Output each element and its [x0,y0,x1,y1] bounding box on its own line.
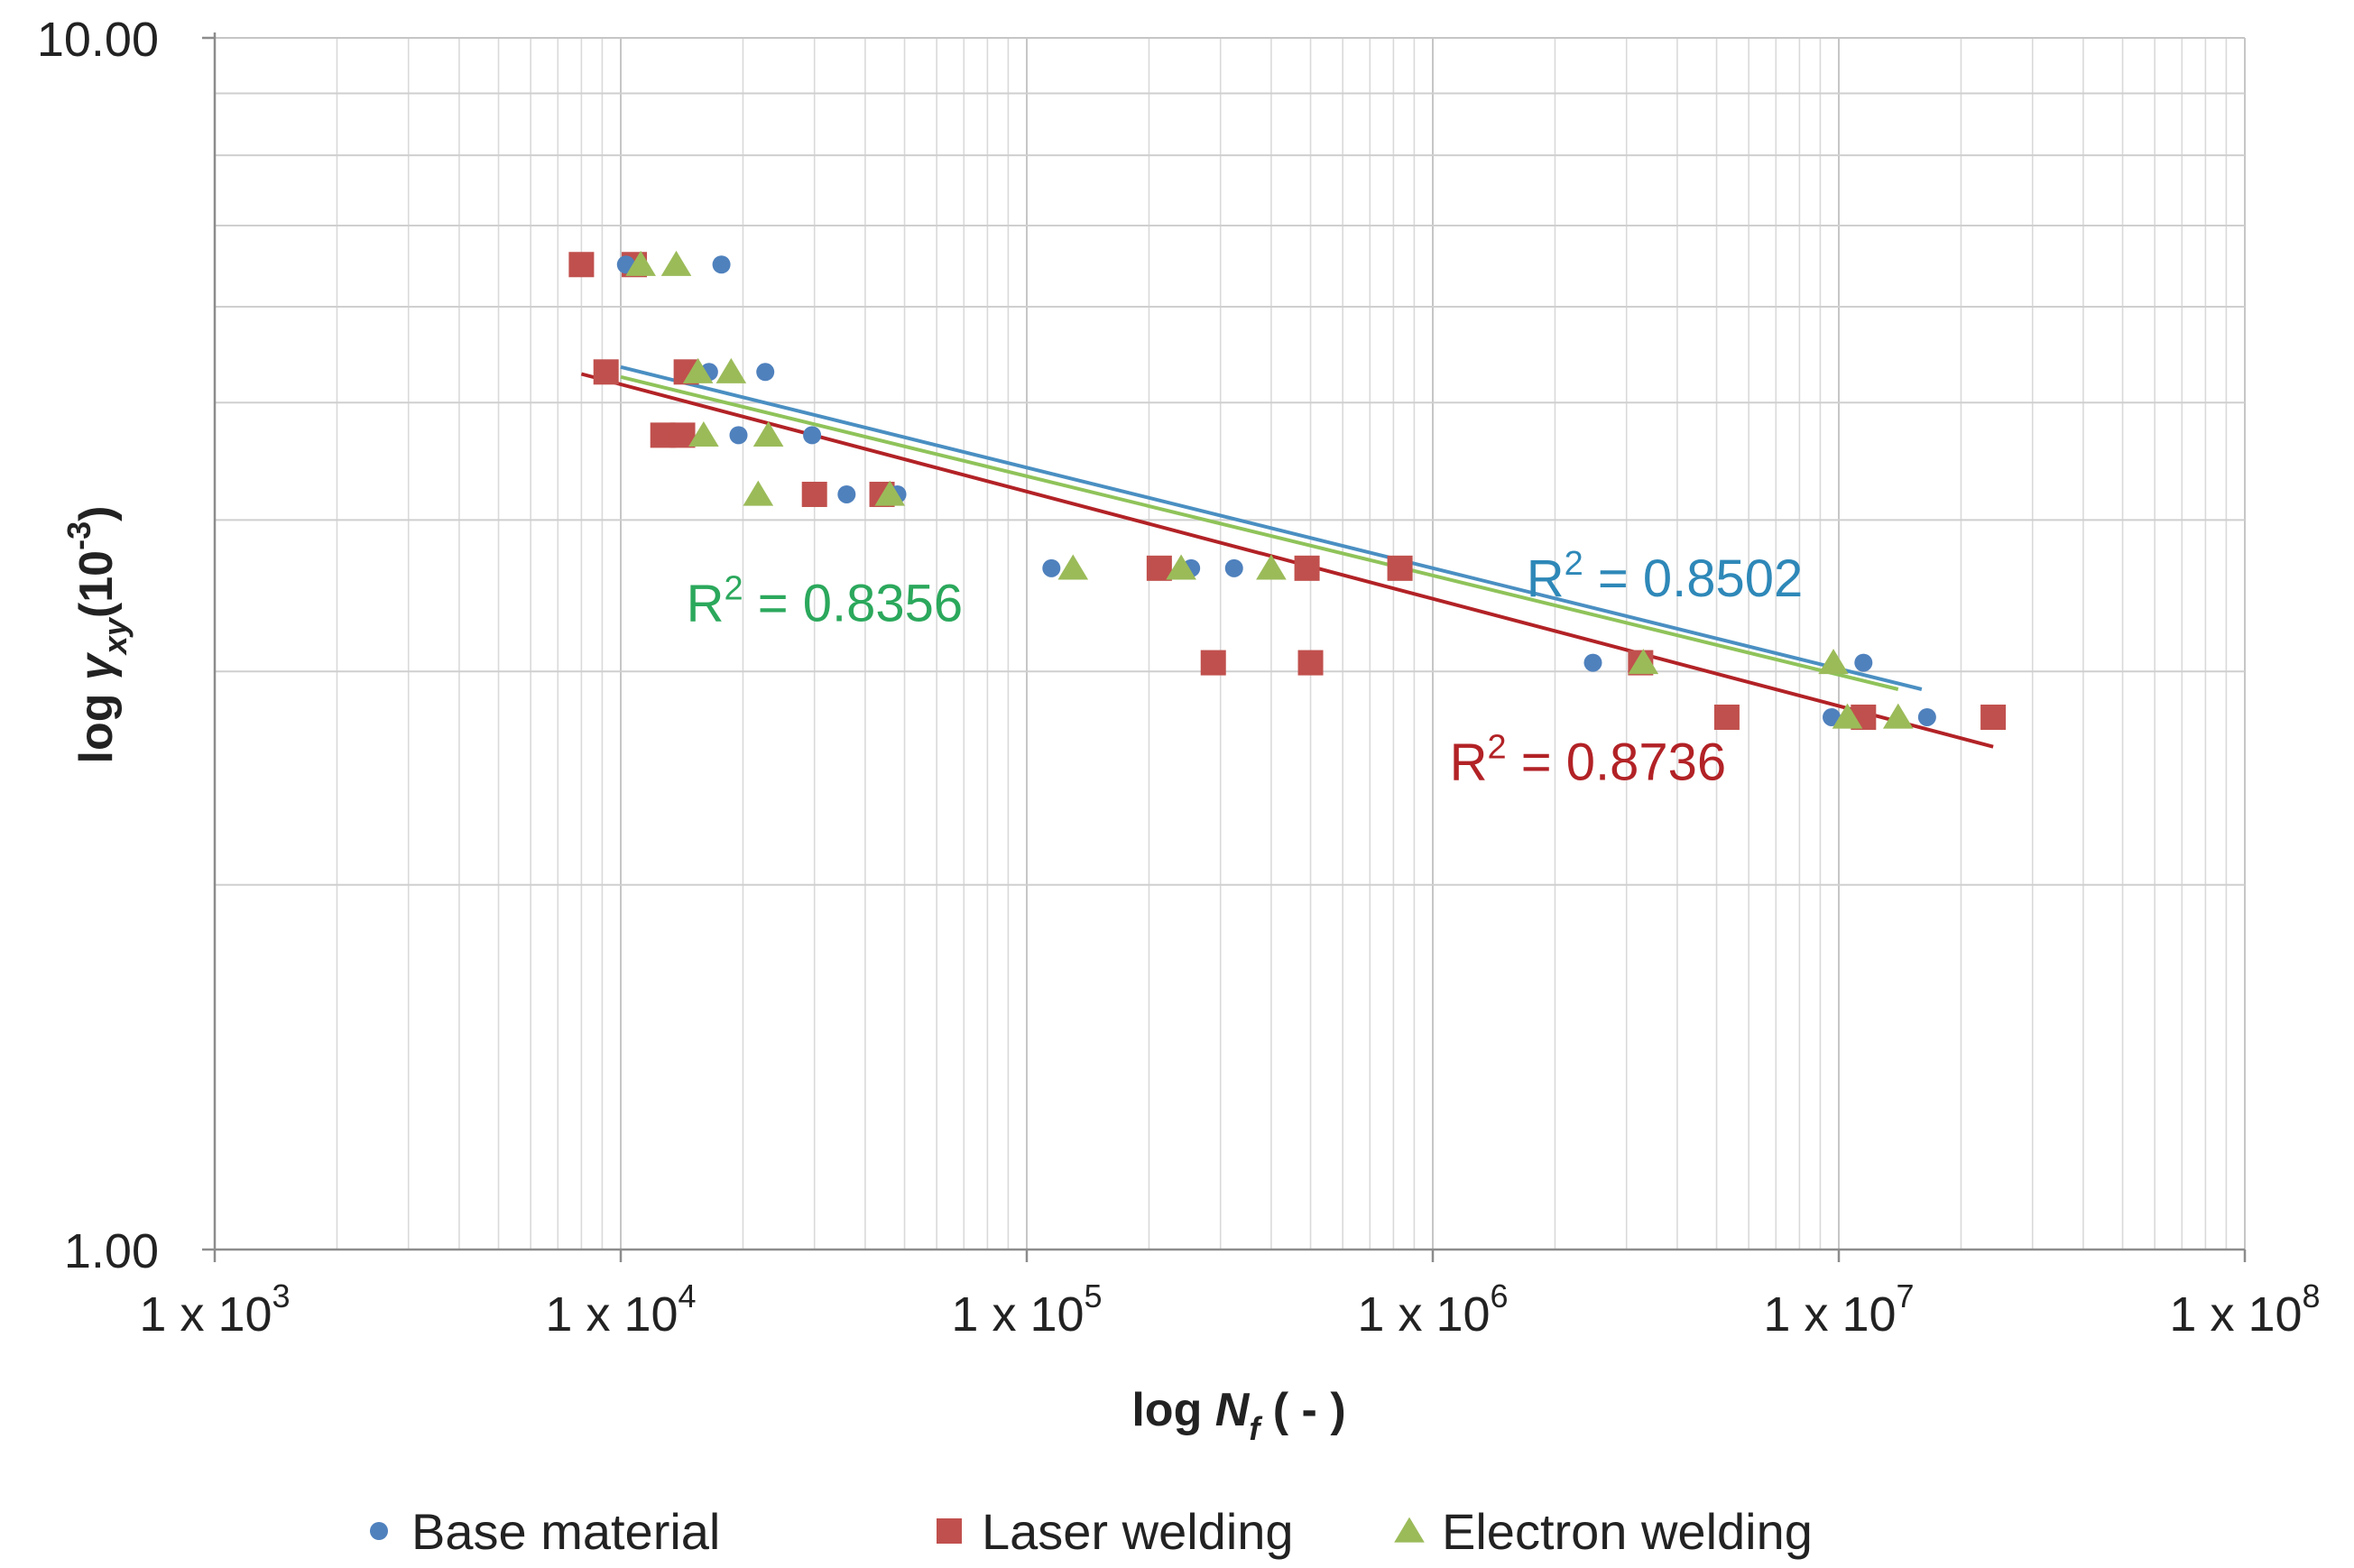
data-point-base-material [1854,653,1873,672]
grid [214,37,2246,1250]
data-point-laser-welding [593,359,619,385]
x-tick-label: 1 x 105 [951,1277,1102,1342]
x-tick-exponent: 7 [1897,1277,1915,1314]
data-point-base-material [837,484,856,503]
x-tick-label: 1 x 108 [2169,1277,2320,1342]
y-axis-title-symbol: γ [70,651,123,680]
data-point-base-material [756,363,775,382]
data-point-base-material [1583,653,1602,672]
axes [202,32,2247,1262]
data-points [568,250,2007,730]
r-squared-exponent: 2 [725,570,743,608]
data-point-electron-welding [1832,703,1863,729]
x-axis-title-subscript: f [1249,1410,1262,1447]
r-squared-exponent: 2 [1565,545,1583,583]
data-point-base-material [1042,558,1061,577]
data-point-electron-welding [625,250,656,276]
y-tick-label: 10.00 [37,13,159,67]
data-point-laser-welding [1387,555,1413,581]
r-squared-base: R [1450,733,1488,792]
data-point-electron-welding [715,357,747,383]
x-tick-label: 1 x 104 [545,1277,696,1342]
data-point-laser-welding [1294,555,1320,581]
legend-label-base-material: Base material [411,1503,720,1560]
x-tick-base: 1 x 10 [139,1287,272,1342]
x-tick-exponent: 5 [1085,1277,1103,1314]
data-point-base-material [729,426,748,445]
data-point-laser-welding [1713,704,1740,730]
r-squared-label: R2 = 0.8736 [1450,729,1727,792]
data-point-base-material [1917,707,1936,726]
data-point-laser-welding [801,481,827,507]
x-axis-title-suffix: ( - ) [1260,1384,1345,1436]
data-point-laser-welding [1297,650,1324,676]
y-axis-title-subscript: xy [97,616,134,656]
y-tick-label: 1.00 [64,1224,159,1278]
data-point-electron-welding [752,420,784,447]
x-tick-base: 1 x 10 [2169,1287,2302,1342]
data-point-laser-welding [568,252,595,278]
r-squared-exponent: 2 [1488,729,1507,767]
data-point-base-material [712,255,731,274]
data-point-electron-welding [743,480,774,506]
data-point-base-material [1823,707,1842,726]
legend-label-laser-welding: Laser welding [982,1503,1294,1560]
r-squared-label: R2 = 0.8356 [687,570,964,633]
data-point-laser-welding [1200,650,1226,676]
r-squared-value: = 0.8736 [1507,733,1727,792]
data-point-electron-welding [874,480,906,506]
data-point-electron-welding [1166,554,1196,580]
y-axis-title-prefix: log [70,680,123,763]
x-axis-title-prefix: log [1131,1384,1214,1436]
y-axis-title-unit-exponent: -3 [60,521,97,550]
r-squared-base: R [1527,549,1565,608]
x-axis-title: log Nf ( - ) [1131,1384,1345,1447]
data-point-laser-welding [1980,704,2007,730]
x-tick-label: 1 x 103 [139,1277,290,1342]
x-tick-exponent: 8 [2303,1277,2321,1314]
x-tick-base: 1 x 10 [545,1287,678,1342]
data-point-electron-welding [1256,554,1287,580]
y-axis-title: log γxy(10-3) [60,506,134,764]
data-point-electron-welding [682,357,714,383]
trendline-electron-welding [620,374,1899,691]
trendline-base-material [620,364,1923,691]
x-tick-exponent: 6 [1491,1277,1509,1314]
data-point-electron-welding [1628,649,1659,675]
legend-marker-base-material [370,1522,388,1540]
data-point-electron-welding [660,250,692,276]
x-tick-base: 1 x 10 [1763,1287,1896,1342]
data-point-electron-welding [1882,703,1914,729]
x-tick-label: 1 x 107 [1763,1277,1914,1342]
r-squared-label: R2 = 0.8502 [1527,545,1804,608]
y-axis-title-unit: (10 [70,550,123,618]
x-tick-base: 1 x 10 [951,1287,1084,1342]
r-squared-value: = 0.8502 [1583,549,1804,608]
data-point-laser-welding [1146,555,1172,581]
legend-label-electron-welding: Electron welding [1442,1503,1813,1560]
data-point-base-material [803,426,822,445]
legend-marker-electron-welding [1394,1517,1425,1543]
r-squared-value: = 0.8356 [743,575,964,633]
r-squared-base: R [687,575,725,633]
x-axis-title-symbol: N [1215,1384,1251,1436]
x-tick-exponent: 3 [272,1277,291,1314]
data-point-electron-welding [688,420,719,447]
legend: Base material Laser welding Electron weldi… [370,1503,1813,1560]
data-point-electron-welding [1818,649,1849,675]
x-tick-exponent: 4 [679,1277,697,1314]
y-axis-title-unit-close: ) [70,506,123,521]
data-point-electron-welding [1057,554,1089,580]
x-tick-label: 1 x 106 [1357,1277,1508,1342]
legend-marker-laser-welding [937,1518,962,1544]
x-tick-base: 1 x 10 [1357,1287,1490,1342]
data-point-base-material [1224,558,1243,577]
